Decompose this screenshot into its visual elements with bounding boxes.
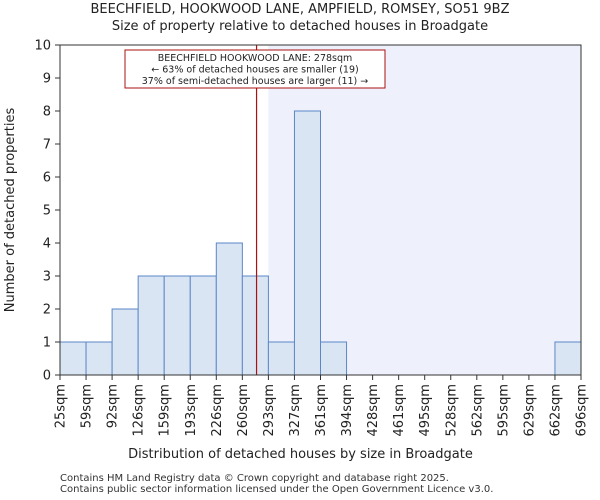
- annotation-line-2: ← 63% of detached houses are smaller (19…: [151, 65, 358, 76]
- x-tick-label: 193sqm: [184, 384, 199, 437]
- chart-subtitle: Size of property relative to detached ho…: [111, 19, 489, 34]
- x-tick-label: 25sqm: [54, 384, 69, 428]
- bar-25sqm: [59, 341, 87, 376]
- x-tick-label: 394sqm: [340, 384, 355, 437]
- bar-327sqm: [293, 110, 322, 376]
- y-tick-label: 8: [43, 105, 51, 120]
- x-tick-label: 59sqm: [80, 384, 95, 428]
- x-tick-label: 662sqm: [548, 384, 563, 437]
- x-tick-label: 361sqm: [314, 384, 329, 437]
- x-tick-label: 461sqm: [392, 384, 407, 437]
- x-axis-label: Distribution of detached houses by size …: [128, 447, 473, 462]
- y-tick-label: 9: [43, 72, 51, 87]
- y-tick-label: 5: [43, 204, 51, 219]
- y-tick-label: 7: [43, 138, 51, 153]
- bar-126sqm: [137, 275, 165, 376]
- bar-92sqm: [111, 308, 139, 376]
- bar-159sqm: [163, 275, 191, 376]
- x-tick-label: 562sqm: [470, 384, 485, 437]
- x-tick-label: 629sqm: [522, 384, 537, 437]
- bar-662sqm: [554, 341, 582, 376]
- bar-260sqm: [241, 275, 269, 376]
- marker-annotation: BEECHFIELD HOOKWOOD LANE: 278sqm← 63% of…: [124, 49, 386, 89]
- bar-193sqm: [189, 275, 217, 376]
- x-tick-label: 126sqm: [132, 384, 147, 437]
- bar-361sqm: [320, 341, 348, 376]
- bar-293sqm: [267, 341, 295, 376]
- x-tick-label: 428sqm: [366, 384, 381, 437]
- y-tick-label: 0: [43, 369, 51, 384]
- footer-line-2: Contains public sector information licen…: [60, 484, 494, 495]
- x-tick-label: 696sqm: [575, 384, 590, 437]
- x-tick-label: 595sqm: [496, 384, 511, 437]
- annotation-line-3: 37% of semi-detached houses are larger (…: [142, 76, 369, 87]
- annotation-line-1: BEECHFIELD HOOKWOOD LANE: 278sqm: [158, 53, 353, 64]
- x-tick-label: 260sqm: [236, 384, 251, 437]
- y-tick-label: 10: [34, 39, 51, 54]
- bar-chart: 0 1 2 3 4 5 6 7 8 9 10 25sqm 59sqm 92sqm 126sqm 159sqm…: [3, 39, 590, 463]
- bar-59sqm: [85, 341, 113, 376]
- y-tick-label: 3: [43, 270, 51, 285]
- bar-series: [59, 110, 582, 376]
- y-tick-label: 4: [43, 237, 51, 252]
- annotation-box: [124, 49, 386, 89]
- x-tick-label: 327sqm: [288, 384, 303, 437]
- x-tick-label: 293sqm: [262, 384, 277, 437]
- y-tick-label: 2: [43, 303, 51, 318]
- y-tick-label: 6: [43, 171, 51, 186]
- y-tick-label: 1: [43, 336, 51, 351]
- x-tick-label: 92sqm: [106, 384, 121, 428]
- bar-226sqm: [215, 242, 243, 376]
- x-tick-label: 159sqm: [158, 384, 173, 437]
- x-tick-label: 528sqm: [444, 384, 459, 437]
- x-tick-label: 495sqm: [418, 384, 433, 437]
- x-tick-label: 226sqm: [210, 384, 225, 437]
- x-axis-ticks: 25sqm 59sqm 92sqm 126sqm 159sqm 193sqm 226sqm 2…: [54, 375, 590, 437]
- y-axis-ticks: 0 1 2 3 4 5 6 7 8 9 10: [34, 39, 60, 384]
- y-axis-label: Number of detached properties: [3, 108, 18, 313]
- footer-line-1: Contains HM Land Registry data © Crown c…: [60, 473, 449, 484]
- chart-title: BEECHFIELD, HOOKWOOD LANE, AMPFIELD, ROM…: [90, 2, 510, 17]
